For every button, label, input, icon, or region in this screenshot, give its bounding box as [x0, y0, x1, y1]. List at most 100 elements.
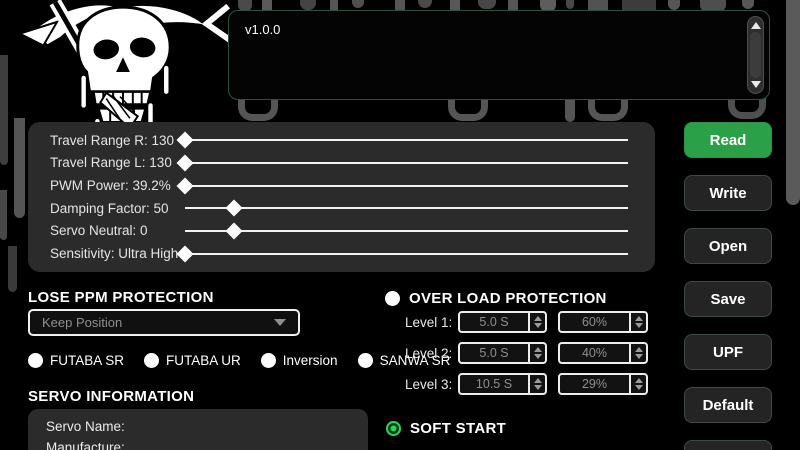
spin-down-icon[interactable] — [533, 385, 542, 390]
overload-radio-icon[interactable] — [385, 291, 400, 306]
level-label: Level 3: — [405, 376, 453, 392]
spinner-arrows[interactable] — [629, 375, 646, 393]
spin-down-icon[interactable] — [634, 323, 643, 328]
radio-label: FUTABA SR — [50, 353, 125, 368]
level-label: Level 2: — [405, 345, 453, 361]
servo-name-label: Servo Name: — [46, 419, 125, 434]
overload-levels: Level 1: 5.0 S 60% Level 2: 5.0 S — [405, 311, 648, 404]
slider-row-pwm-power: PWM Power: 39.2% — [28, 176, 655, 196]
slider-label: Travel Range L: 130 — [50, 155, 172, 171]
radio-futaba-ur[interactable]: FUTABA UR — [144, 353, 241, 368]
slider-row-damping-factor: Damping Factor: 50 — [28, 198, 655, 218]
radio-label: FUTABA UR — [166, 353, 241, 368]
spinner-arrows[interactable] — [629, 313, 646, 331]
servo-information-panel: Servo Name: Manufacture: — [28, 409, 368, 450]
spinner-value: 60% — [581, 315, 608, 329]
slider-thumb[interactable] — [225, 199, 243, 217]
radio-icon[interactable] — [144, 353, 160, 368]
slider-track[interactable] — [185, 222, 628, 240]
log-panel[interactable]: v1.0.0 — [228, 10, 770, 100]
level-3-percent-spinner[interactable]: 29% — [558, 373, 648, 395]
spinner-value: 29% — [581, 377, 608, 391]
upf-button[interactable]: UPF — [684, 334, 772, 370]
overload-level-1-row: Level 1: 5.0 S 60% — [405, 311, 648, 333]
level-1-percent-spinner[interactable]: 60% — [558, 311, 648, 333]
spin-down-icon[interactable] — [533, 323, 542, 328]
overload-level-2-row: Level 2: 5.0 S 40% — [405, 342, 648, 364]
radio-sanwa-sr[interactable]: SANWA SR — [357, 353, 451, 368]
mode-radio-row: FUTABA SR FUTABA UR Inversion SANWA SR — [28, 353, 450, 368]
version-text: v1.0.0 — [245, 22, 281, 37]
spin-up-icon[interactable] — [533, 378, 542, 383]
slider-track[interactable] — [176, 131, 628, 149]
servo-information-title: SERVO INFORMATION — [28, 388, 195, 405]
lose-ppm-protection-title: LOSE PPM PROTECTION — [28, 289, 214, 306]
radio-inversion[interactable]: Inversion — [260, 353, 338, 368]
level-3-time-spinner[interactable]: 10.5 S — [458, 373, 547, 395]
spinner-value: 5.0 S — [479, 346, 509, 360]
slider-label: Servo Neutral: 0 — [50, 223, 148, 239]
spinner-arrows[interactable] — [528, 313, 545, 331]
spin-up-icon[interactable] — [634, 316, 643, 321]
level-1-time-spinner[interactable]: 5.0 S — [458, 311, 547, 333]
spin-down-icon[interactable] — [634, 385, 643, 390]
radio-label: SANWA SR — [379, 353, 451, 368]
spinner-arrows[interactable] — [629, 344, 646, 362]
soft-start-header: SOFT START — [386, 420, 506, 437]
cutoff-bottom-button[interactable] — [684, 440, 772, 450]
read-button[interactable]: Read — [684, 122, 772, 158]
slider-label: Damping Factor: 50 — [50, 200, 169, 216]
save-button[interactable]: Save — [684, 281, 772, 317]
slider-row-sensitivity: Sensitivity: Ultra High — [28, 244, 655, 264]
slider-panel: Travel Range R: 130 Travel Range L: 130 … — [28, 122, 655, 272]
slider-row-travel-range-l: Travel Range L: 130 — [28, 153, 655, 173]
slider-row-servo-neutral: Servo Neutral: 0 — [28, 221, 655, 241]
scroll-down-icon[interactable] — [750, 81, 761, 88]
manufacture-label: Manufacture: — [46, 440, 125, 450]
overload-protection-title: OVER LOAD PROTECTION — [409, 290, 607, 307]
radio-label: Inversion — [282, 353, 338, 368]
write-button[interactable]: Write — [684, 175, 772, 211]
spin-up-icon[interactable] — [634, 347, 643, 352]
level-2-time-spinner[interactable]: 5.0 S — [458, 342, 547, 364]
spinner-value: 40% — [581, 346, 608, 360]
overload-level-3-row: Level 3: 10.5 S 29% — [405, 373, 648, 395]
scrollbar-thumb[interactable] — [750, 32, 761, 78]
default-button[interactable]: Default — [684, 387, 772, 423]
radio-futaba-sr[interactable]: FUTABA SR — [28, 353, 124, 368]
scroll-up-icon[interactable] — [750, 22, 761, 29]
slider-track[interactable] — [176, 154, 628, 172]
skull-logo — [17, 0, 234, 143]
slider-label: PWM Power: 39.2% — [50, 178, 171, 194]
spinner-arrows[interactable] — [528, 344, 545, 362]
spinner-value: 5.0 S — [479, 315, 509, 329]
dropdown-selected-value: Keep Position — [42, 315, 123, 330]
slider-track[interactable] — [176, 245, 628, 263]
slider-track[interactable] — [176, 177, 628, 195]
spin-up-icon[interactable] — [533, 347, 542, 352]
level-2-percent-spinner[interactable]: 40% — [558, 342, 648, 364]
slider-label: Travel Range R: 130 — [50, 132, 175, 148]
radio-icon[interactable] — [357, 353, 373, 368]
slider-thumb[interactable] — [225, 222, 243, 240]
open-button[interactable]: Open — [684, 228, 772, 264]
soft-start-title: SOFT START — [410, 420, 507, 437]
chevron-down-icon[interactable] — [274, 319, 286, 326]
slider-track[interactable] — [185, 199, 628, 217]
level-label: Level 1: — [405, 314, 453, 330]
soft-start-radio-icon[interactable] — [386, 421, 401, 436]
action-buttons: Read Write Open Save UPF Default — [684, 122, 772, 450]
spin-up-icon[interactable] — [533, 316, 542, 321]
spinner-arrows[interactable] — [528, 375, 545, 393]
spin-down-icon[interactable] — [634, 354, 643, 359]
radio-icon[interactable] — [260, 353, 276, 368]
spin-down-icon[interactable] — [533, 354, 542, 359]
lose-ppm-dropdown[interactable]: Keep Position — [28, 309, 300, 336]
scrollbar[interactable] — [747, 16, 764, 94]
overload-protection-header: OVER LOAD PROTECTION — [385, 290, 607, 307]
radio-icon[interactable] — [28, 353, 43, 368]
spinner-value: 10.5 S — [475, 377, 513, 391]
spin-up-icon[interactable] — [634, 378, 643, 383]
slider-label: Sensitivity: Ultra High — [50, 246, 179, 262]
slider-row-travel-range-r: Travel Range R: 130 — [28, 130, 655, 150]
